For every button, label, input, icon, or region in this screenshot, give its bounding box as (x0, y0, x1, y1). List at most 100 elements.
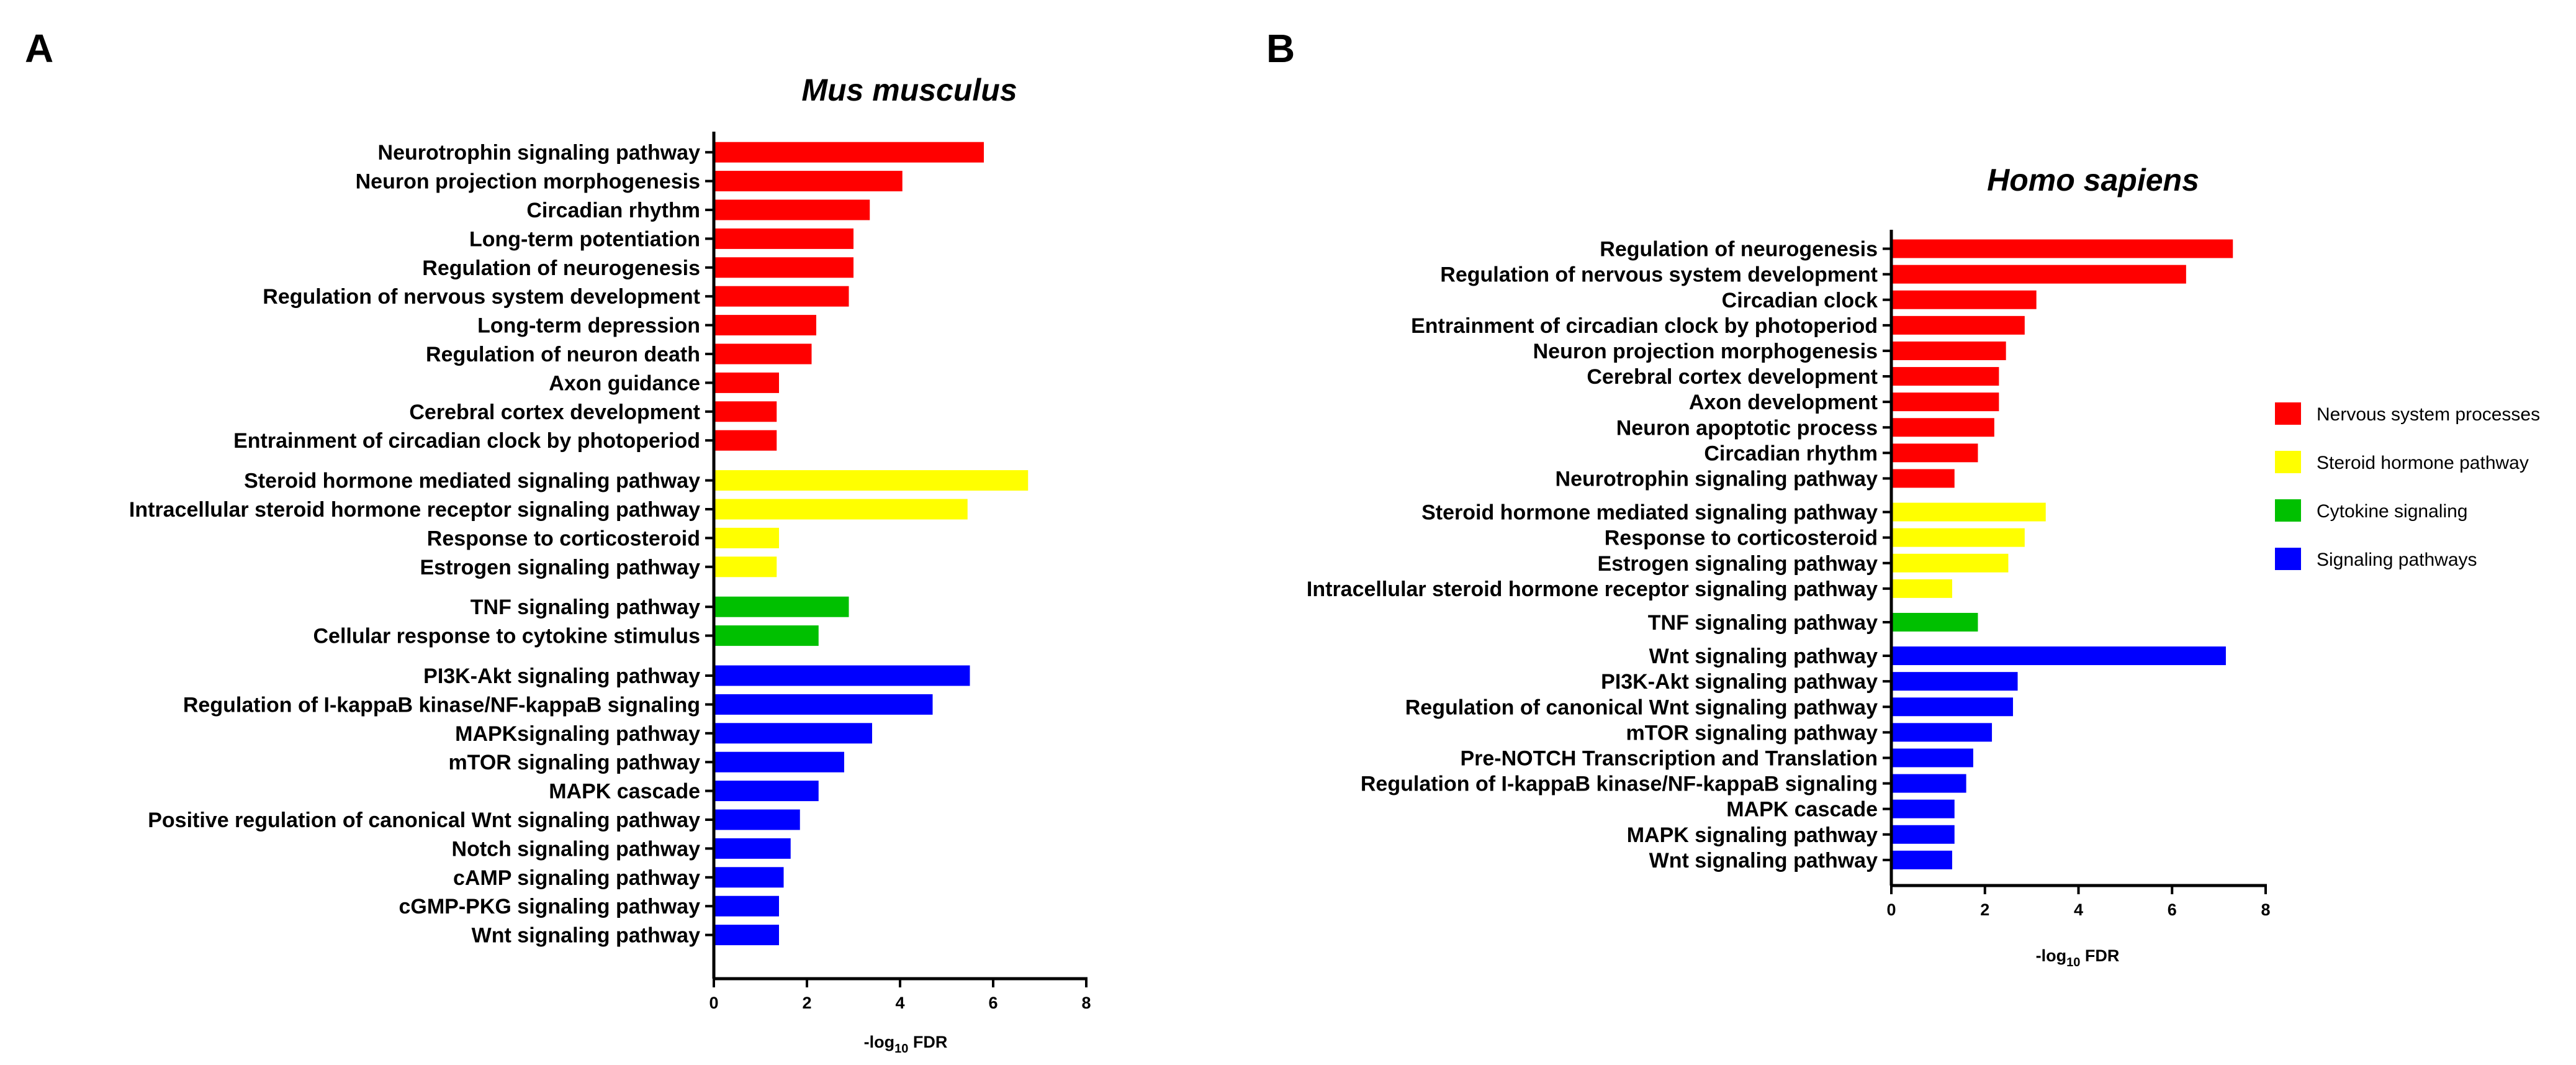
category-label: Long-term potentiation (469, 227, 700, 251)
category-label: Wnt signaling pathway (1649, 849, 1878, 872)
bar-nervous (714, 171, 903, 192)
category-label: cGMP-PKG signaling pathway (399, 895, 700, 918)
bar-nervous (1891, 392, 1999, 412)
x-tick-label: 2 (802, 994, 811, 1012)
category-label: Regulation of canonical Wnt signaling pa… (1405, 696, 1878, 719)
x-tick-label: 4 (895, 994, 904, 1012)
category-label: PI3K-Akt signaling pathway (1601, 670, 1878, 694)
chart-title-b: Homo sapiens (1987, 163, 2199, 197)
bar-nervous (714, 228, 853, 249)
category-label: Axon guidance (549, 371, 700, 395)
category-label: Circadian rhythm (1704, 442, 1878, 465)
bar-nervous (1891, 265, 2186, 284)
x-tick-label: 8 (2261, 900, 2270, 919)
category-label: MAPK cascade (1726, 798, 1878, 822)
category-label: Pre-NOTCH Transcription and Translation (1460, 746, 1878, 770)
category-label: Cerebral cortex development (409, 401, 700, 424)
bar-steroid (714, 499, 968, 520)
x-axis-title-a: -log10 FDR (864, 1033, 948, 1056)
category-label: Response to corticosteroid (1605, 527, 1878, 550)
category-label: Wnt signaling pathway (1649, 645, 1878, 668)
category-label: Response to corticosteroid (427, 527, 700, 550)
legend-swatch-cytokine (2275, 499, 2301, 522)
bar-nervous (714, 430, 777, 451)
panel-label-b: B (1266, 26, 1295, 71)
category-label: Regulation of neurogenesis (1600, 238, 1878, 261)
bar-nervous (714, 401, 777, 422)
category-label: Estrogen signaling pathway (1597, 552, 1878, 576)
bar-nervous (714, 257, 853, 278)
bar-nervous (714, 343, 812, 365)
bar-signaling (714, 867, 784, 888)
legend-swatch-signaling (2275, 548, 2301, 570)
bar-cytokine (1891, 612, 1978, 632)
panel-label-a: A (25, 26, 53, 71)
bar-signaling (714, 925, 779, 946)
legend-swatch-steroid (2275, 451, 2301, 473)
category-label: Neuron projection morphogenesis (356, 170, 700, 194)
category-label: MAPK signaling pathway (1627, 823, 1878, 847)
legend-label-steroid: Steroid hormone pathway (2317, 453, 2529, 473)
bar-nervous (1891, 341, 2006, 360)
category-label: Neuron apoptotic process (1616, 416, 1878, 440)
category-label: PI3K-Akt signaling pathway (423, 664, 700, 688)
category-label: Neurotrophin signaling pathway (378, 141, 701, 165)
category-label: mTOR signaling pathway (1626, 721, 1878, 745)
category-label: Neuron projection morphogenesis (1533, 340, 1878, 363)
bar-signaling (714, 838, 791, 859)
bar-signaling (1891, 799, 1955, 818)
bar-signaling (714, 781, 819, 802)
bar-signaling (714, 809, 800, 830)
category-label: Positive regulation of canonical Wnt sig… (148, 809, 700, 832)
x-tick-label: 2 (1980, 900, 1989, 919)
legend-swatch-nervous (2275, 402, 2301, 425)
bar-steroid (1891, 553, 2009, 573)
bar-nervous (714, 142, 984, 163)
x-tick-label: 6 (2168, 900, 2177, 919)
legend-label-cytokine: Cytokine signaling (2317, 501, 2467, 522)
bar-steroid (1891, 528, 2025, 547)
bar-signaling (714, 723, 872, 744)
bar-chart-mus-musculus: Neurotrophin signaling pathway Neuron pro… (129, 132, 1091, 1012)
bar-steroid (714, 556, 777, 578)
category-label: Regulation of neuron death (426, 343, 700, 366)
category-label: Regulation of I-kappaB kinase/NF-kappaB … (183, 693, 700, 717)
bar-signaling (1891, 697, 2013, 717)
category-label: TNF signaling pathway (1648, 611, 1878, 635)
bar-signaling (714, 665, 970, 686)
category-label: MAPK cascade (549, 780, 700, 804)
bar-cytokine (714, 596, 849, 617)
bar-cytokine (714, 625, 819, 646)
bar-signaling (1891, 850, 1952, 869)
category-label: mTOR signaling pathway (448, 751, 700, 774)
category-label: Regulation of I-kappaB kinase/NF-kappaB … (1361, 773, 1878, 796)
category-label: MAPKsignaling pathway (455, 722, 700, 746)
bar-signaling (714, 895, 779, 917)
bar-nervous (1891, 443, 1978, 463)
category-label: Entrainment of circadian clock by photop… (1411, 314, 1878, 338)
bar-steroid (1891, 579, 1952, 598)
category-label: Cellular response to cytokine stimulus (313, 625, 700, 648)
x-axis-title-b: -log10 FDR (2036, 946, 2120, 969)
category-label: Estrogen signaling pathway (420, 556, 700, 579)
x-tick-label: 6 (988, 994, 998, 1012)
category-label: Wnt signaling pathway (472, 924, 700, 948)
bar-steroid (1891, 502, 2046, 522)
chart-title-a: Mus musculus (801, 73, 1017, 107)
legend-label-signaling: Signaling pathways (2317, 550, 2477, 570)
bar-signaling (714, 751, 844, 773)
category-label: cAMP signaling pathway (453, 866, 700, 890)
category-label: Long-term depression (477, 314, 700, 338)
bar-nervous (1891, 418, 1994, 437)
bar-signaling (1891, 646, 2226, 666)
category-label: Entrainment of circadian clock by photop… (233, 429, 700, 453)
bar-nervous (1891, 469, 1955, 488)
bar-nervous (1891, 367, 1999, 386)
category-label: Regulation of nervous system development (263, 285, 700, 309)
bar-nervous (714, 372, 779, 393)
bar-nervous (714, 199, 870, 220)
bar-signaling (1891, 672, 2018, 691)
category-label: Intracellular steroid hormone receptor s… (1307, 578, 1878, 601)
bar-signaling (1891, 723, 1993, 742)
